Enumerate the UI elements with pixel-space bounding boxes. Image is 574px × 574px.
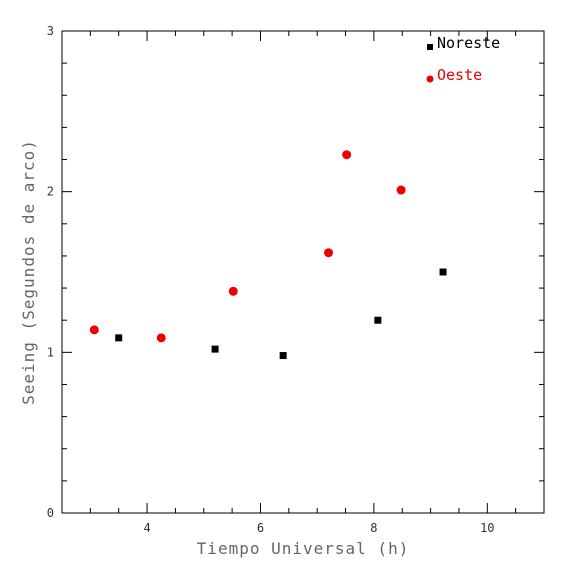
tick-labels: 4 6 8 10 0 1 2 3 [47,24,495,535]
y-axis-label: Seeing (Segundos de arco) [19,139,38,405]
y-tick-label: 1 [47,345,54,359]
oeste-point [396,185,406,195]
oeste-point [156,333,166,343]
legend-label-oeste: Oeste [437,66,482,84]
noreste-point [374,316,382,324]
x-axis-label: Tiempo Universal (h) [197,539,410,558]
legend-label-noreste: Noreste [437,34,500,52]
x-tick-label: 8 [370,521,377,535]
y-tick-label: 3 [47,24,54,38]
y-tick-label: 0 [47,506,54,520]
noreste-point [439,268,447,276]
oeste-point [324,248,334,258]
axis-ticks [61,30,545,514]
plot-frame [61,30,545,514]
noreste-point [115,334,123,342]
noreste-point [279,352,287,360]
oeste-point [342,150,352,160]
legend-square-icon [427,44,433,50]
y-tick-label: 2 [47,185,54,199]
data-points [89,150,447,360]
oeste-point [89,325,99,335]
oeste-point [228,286,238,296]
x-tick-label: 4 [143,521,150,535]
legend: Noreste Oeste [426,34,500,84]
x-tick-label: 6 [257,521,264,535]
legend-circle-icon [426,75,434,83]
noreste-point [211,345,219,353]
x-tick-label: 10 [480,521,494,535]
